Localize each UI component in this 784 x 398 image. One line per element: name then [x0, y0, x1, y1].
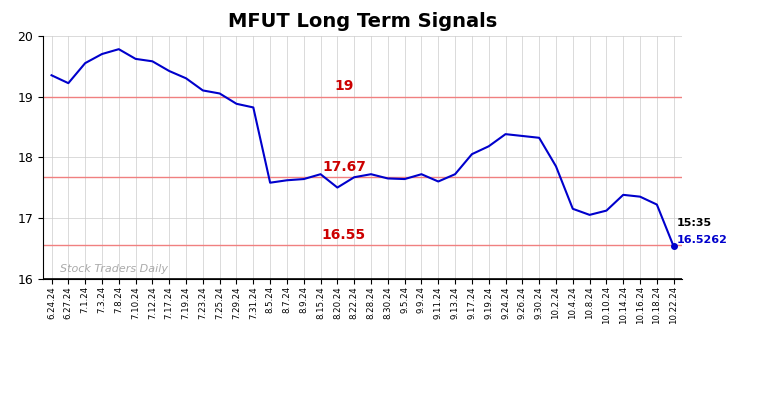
- Text: 17.67: 17.67: [322, 160, 366, 174]
- Text: 19: 19: [334, 79, 354, 93]
- Text: Stock Traders Daily: Stock Traders Daily: [60, 264, 168, 274]
- Title: MFUT Long Term Signals: MFUT Long Term Signals: [228, 12, 497, 31]
- Text: 16.55: 16.55: [322, 228, 366, 242]
- Text: 15:35: 15:35: [677, 218, 712, 228]
- Text: 16.5262: 16.5262: [677, 235, 728, 245]
